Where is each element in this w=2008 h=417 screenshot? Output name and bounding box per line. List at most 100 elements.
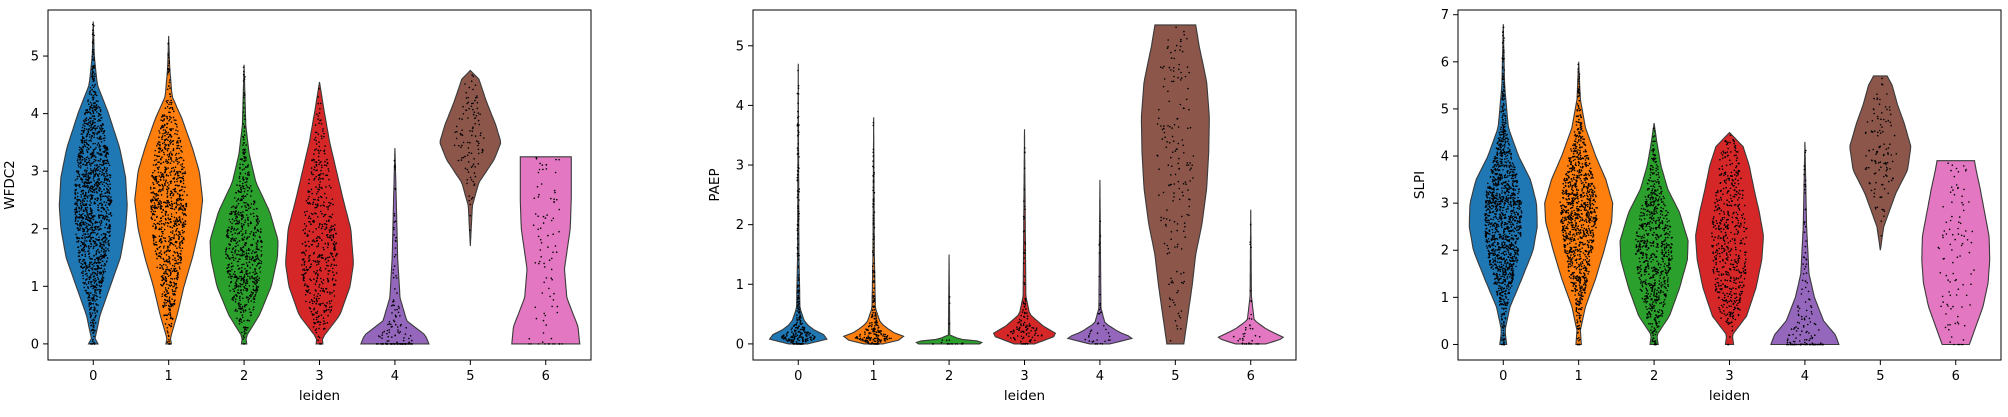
data-point xyxy=(106,153,108,155)
data-point xyxy=(170,183,172,185)
data-point xyxy=(90,202,92,204)
data-point xyxy=(103,146,105,148)
data-point xyxy=(317,216,319,218)
data-point xyxy=(172,167,174,169)
data-point xyxy=(158,161,160,163)
data-point xyxy=(471,74,473,76)
data-point xyxy=(1162,129,1164,131)
data-point xyxy=(873,236,875,238)
data-point xyxy=(178,256,180,258)
data-point xyxy=(174,260,176,262)
data-point xyxy=(1184,236,1186,238)
data-point xyxy=(797,255,799,257)
data-point xyxy=(942,339,944,341)
data-point xyxy=(1183,34,1185,36)
data-point xyxy=(167,182,169,184)
data-point xyxy=(247,217,249,219)
data-point xyxy=(96,95,98,97)
data-point xyxy=(90,207,92,209)
data-point xyxy=(246,279,248,281)
data-point xyxy=(78,153,80,155)
data-point xyxy=(82,202,84,204)
data-point xyxy=(88,299,90,301)
data-point xyxy=(170,157,172,159)
data-point xyxy=(90,268,92,270)
data-point xyxy=(155,199,157,201)
data-point xyxy=(100,125,102,127)
data-point xyxy=(167,332,169,334)
data-point xyxy=(330,311,332,313)
data-point xyxy=(107,180,109,182)
data-point xyxy=(1175,320,1177,322)
data-point xyxy=(241,271,243,273)
data-point xyxy=(480,135,482,137)
data-point xyxy=(82,235,84,237)
x-tick-label: 5 xyxy=(466,369,474,384)
data-point xyxy=(164,183,166,185)
data-point xyxy=(92,41,94,43)
data-point xyxy=(483,137,485,139)
data-point xyxy=(177,279,179,281)
data-point xyxy=(239,181,241,183)
data-point xyxy=(394,165,396,167)
data-point xyxy=(319,146,321,148)
data-point xyxy=(482,149,484,151)
data-point xyxy=(86,209,88,211)
data-point xyxy=(325,305,327,307)
data-point xyxy=(798,188,800,190)
data-point xyxy=(168,57,170,59)
data-point xyxy=(315,322,317,324)
data-point xyxy=(876,317,878,319)
data-point xyxy=(468,171,470,173)
data-point xyxy=(101,250,103,252)
data-point xyxy=(176,159,178,161)
data-point xyxy=(93,246,95,248)
data-point xyxy=(386,333,388,335)
data-point xyxy=(177,235,179,237)
data-point xyxy=(240,249,242,251)
data-point xyxy=(805,340,807,342)
data-point xyxy=(469,229,471,231)
data-point xyxy=(255,232,257,234)
data-point xyxy=(77,160,79,162)
data-point xyxy=(538,343,540,345)
data-point xyxy=(543,282,545,284)
data-point xyxy=(459,118,461,120)
data-point xyxy=(99,246,101,248)
data-point xyxy=(254,299,256,301)
data-point xyxy=(104,173,106,175)
data-point xyxy=(543,320,545,322)
data-point xyxy=(163,245,165,247)
data-point xyxy=(179,243,181,245)
data-point xyxy=(166,127,168,129)
data-point xyxy=(82,238,84,240)
data-point xyxy=(247,223,249,225)
data-point xyxy=(320,173,322,175)
data-point xyxy=(100,215,102,217)
data-point xyxy=(467,179,469,181)
data-point xyxy=(387,336,389,338)
data-point xyxy=(1178,181,1180,183)
data-point xyxy=(86,120,88,122)
data-point xyxy=(308,217,310,219)
data-point xyxy=(1102,343,1104,345)
data-point xyxy=(93,106,95,108)
data-point xyxy=(104,271,106,273)
data-point xyxy=(316,161,318,163)
data-point xyxy=(156,183,158,185)
data-point xyxy=(94,84,96,86)
data-point xyxy=(161,276,163,278)
data-point xyxy=(316,114,318,116)
data-point xyxy=(1188,164,1190,166)
data-point xyxy=(1180,40,1182,42)
data-point xyxy=(1168,164,1170,166)
data-point xyxy=(543,313,545,315)
data-point xyxy=(175,263,177,265)
data-point xyxy=(249,278,251,280)
data-point xyxy=(239,240,241,242)
data-point xyxy=(75,223,77,225)
data-point xyxy=(1171,165,1173,167)
data-point xyxy=(383,343,385,345)
data-point xyxy=(1180,273,1182,275)
data-point xyxy=(257,216,259,218)
